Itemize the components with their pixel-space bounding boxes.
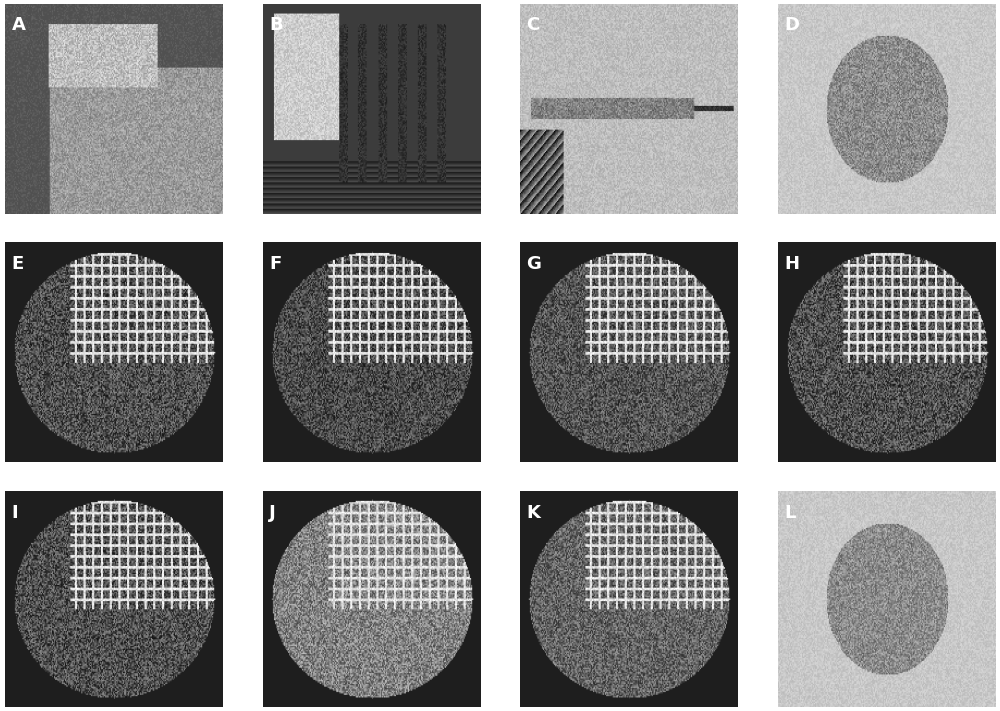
Text: H: H [784, 255, 799, 274]
Text: A: A [12, 16, 25, 34]
Text: C: C [527, 16, 540, 34]
Text: L: L [784, 503, 795, 522]
Text: F: F [269, 255, 281, 274]
Text: B: B [269, 16, 283, 34]
Text: G: G [527, 255, 541, 274]
Text: K: K [527, 503, 540, 522]
Text: I: I [12, 503, 18, 522]
Text: J: J [269, 503, 276, 522]
Text: D: D [784, 16, 799, 34]
Text: E: E [12, 255, 24, 274]
